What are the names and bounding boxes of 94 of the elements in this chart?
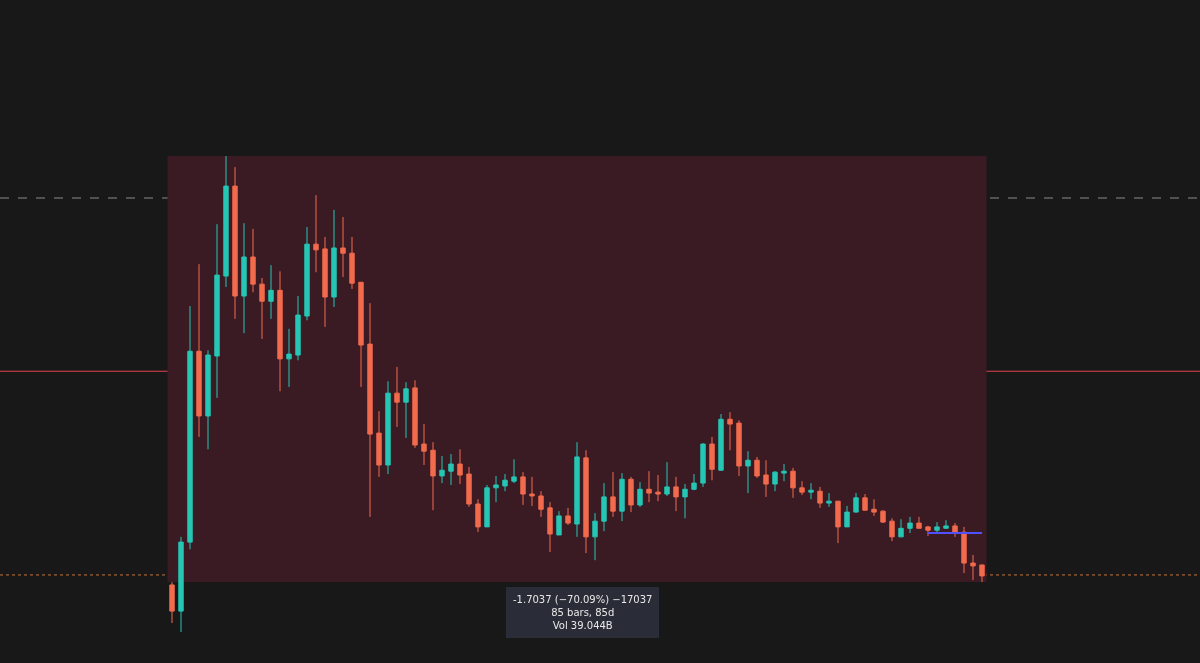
annotation: -1.7037 (−70.09%) −17037: [513, 594, 653, 605]
candlestick: [754, 456, 760, 479]
candlestick: [682, 483, 688, 519]
candlestick: [448, 453, 454, 486]
candlestick: [502, 473, 508, 492]
candlestick: [367, 302, 373, 518]
candlestick: [979, 564, 985, 583]
candlestick: [628, 476, 634, 513]
candlestick: [439, 455, 445, 484]
candlestick: [745, 450, 751, 494]
candlestick: [763, 459, 769, 498]
candlestick: [862, 493, 868, 511]
candlestick: [205, 349, 211, 450]
candlestick: [880, 509, 886, 524]
candlestick: [889, 517, 895, 542]
candlestick: [304, 226, 310, 321]
candlestick: [430, 441, 436, 511]
candlestick: [511, 458, 517, 484]
candlestick: [583, 449, 589, 554]
candlestick: [619, 472, 625, 522]
candlestick: [727, 411, 733, 451]
candlestick: [358, 281, 364, 388]
candlestick: [385, 380, 391, 475]
candlestick: [952, 522, 958, 538]
candlestick: [934, 521, 940, 533]
candlestick: [232, 166, 238, 320]
candlestick: [259, 277, 265, 340]
candlestick: [313, 194, 319, 273]
candlestick: [466, 466, 472, 508]
candlestick: [187, 305, 193, 550]
candlestick: [322, 236, 328, 328]
candlestick: [844, 505, 850, 528]
candlestick: [907, 516, 913, 534]
candlestick: [403, 381, 409, 439]
candlestick: [556, 510, 562, 536]
candlestick: [376, 410, 382, 478]
candlestick: [781, 463, 787, 482]
candlestick: [457, 448, 463, 485]
candlestick: [295, 295, 301, 361]
candlestick: [277, 270, 283, 392]
candlestick: [970, 554, 976, 581]
candlestick: [637, 481, 643, 508]
candlestick: [817, 486, 823, 509]
candlestick: [961, 526, 967, 574]
candlestick: [700, 442, 706, 488]
candlestick: [178, 536, 184, 633]
annotation: 85 bars, 85d: [551, 607, 615, 618]
candlestick: [196, 263, 202, 438]
candlestick: [493, 475, 499, 503]
candlestick: [916, 516, 922, 529]
candlestick: [223, 155, 229, 288]
candlestick: [286, 328, 292, 388]
candlestick: [646, 470, 652, 503]
candlestick: [520, 471, 526, 506]
candlestick: [826, 492, 832, 508]
candlestick: [592, 512, 598, 561]
candlestick: [772, 470, 778, 492]
candlestick: [799, 480, 805, 496]
candlestick: [331, 209, 337, 308]
candlestick: [943, 519, 949, 529]
candlestick: [475, 498, 481, 533]
candlestick: [394, 366, 400, 428]
candlestick: [808, 482, 814, 500]
candlestick: [736, 419, 742, 477]
candlestick: [610, 471, 616, 518]
candlestick: [898, 518, 904, 538]
candlestick: [709, 436, 715, 481]
candlestick: [718, 413, 724, 471]
candlestick: [169, 581, 175, 624]
candlestick: [691, 473, 697, 491]
candlestick: [655, 474, 661, 502]
candlestick: [871, 498, 877, 517]
candlestick: [241, 222, 247, 334]
candlestick: [349, 236, 355, 290]
candlestick: [925, 525, 931, 537]
candlestick: [529, 476, 535, 507]
candlestick: [421, 423, 427, 466]
candlestick: [574, 441, 580, 538]
candlestick: [853, 492, 859, 513]
candlestick: [790, 467, 796, 499]
candlestick: [268, 264, 274, 320]
candlestick: [412, 379, 418, 449]
annotation: Vol 39.044B: [552, 620, 613, 631]
candlestick: [547, 501, 553, 553]
candlestick: [340, 216, 346, 278]
candlestick: [250, 228, 256, 293]
candlestick: [664, 461, 670, 497]
candlestick: [835, 500, 841, 544]
candlestick: [565, 507, 571, 526]
candlestick: [538, 490, 544, 518]
candlestick: [673, 476, 679, 512]
candlestick: [214, 223, 220, 399]
candlestick: [601, 482, 607, 532]
candlestick: [484, 484, 490, 528]
